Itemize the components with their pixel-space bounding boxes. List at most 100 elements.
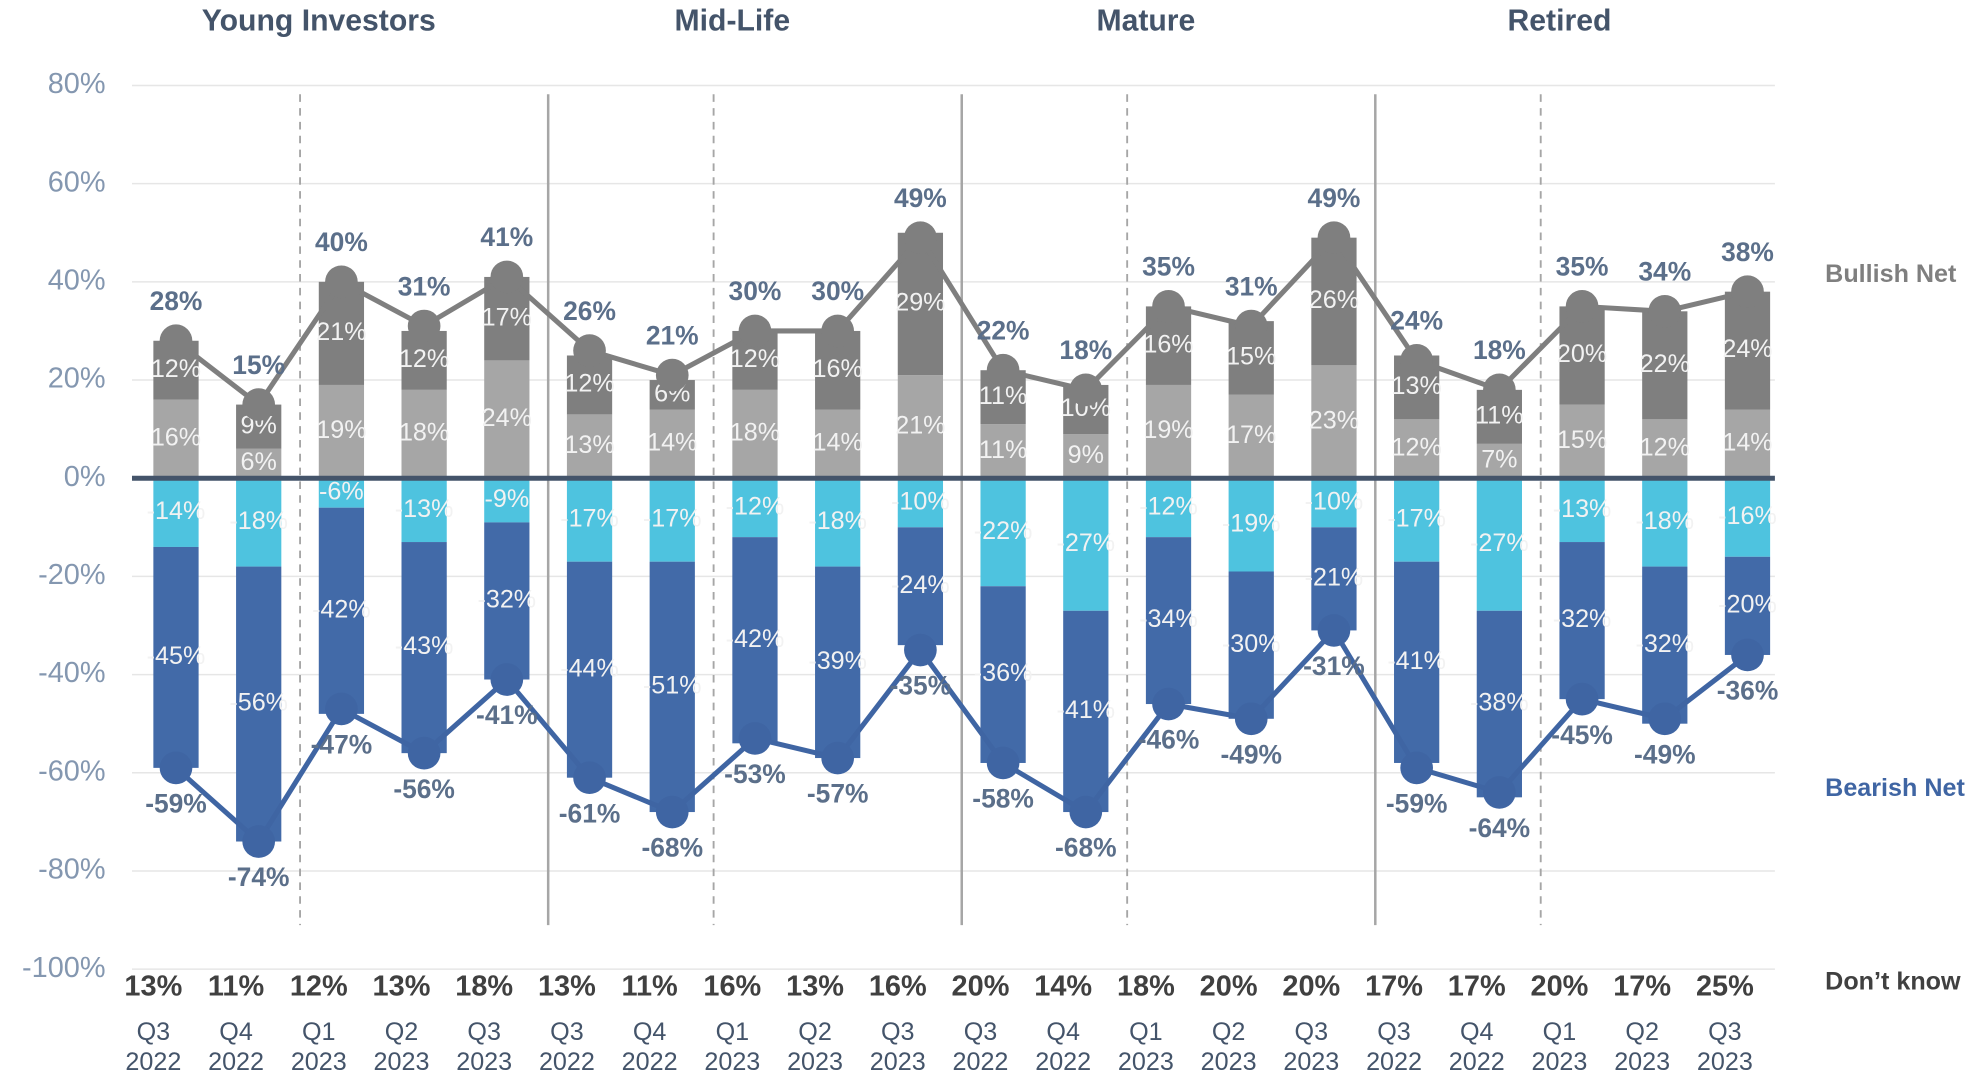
net-label: -47%	[311, 730, 373, 760]
segment-label: 12%	[399, 345, 449, 373]
segment-label: 18%	[399, 419, 449, 447]
net-label: -61%	[559, 798, 621, 828]
segment-label: -22%	[974, 517, 1033, 545]
series-name: Bearish Net	[1825, 774, 1965, 802]
bar-segment	[1063, 610, 1109, 813]
segment-label: -13%	[395, 495, 454, 523]
dont-know-value: 13%	[124, 971, 182, 1003]
x-tick-label: 2022	[1366, 1048, 1422, 1076]
segment-label: 18%	[730, 419, 780, 447]
y-tick-label: -40%	[38, 657, 105, 689]
bar-segment	[1724, 478, 1771, 557]
net-label: -58%	[972, 784, 1034, 814]
x-tick-label: 2022	[539, 1048, 595, 1076]
x-tick-label: 2023	[1697, 1048, 1753, 1076]
x-tick-label: Q2	[1625, 1018, 1659, 1046]
bar-segment	[236, 566, 282, 842]
y-tick-label: 40%	[48, 264, 106, 296]
net-point	[407, 736, 441, 770]
x-tick-label: Q3	[964, 1018, 998, 1046]
dont-know-value: 11%	[621, 971, 677, 1003]
x-tick-label: 2022	[622, 1048, 678, 1076]
segment-label: 14%	[647, 428, 697, 456]
segment-label: -12%	[726, 492, 785, 520]
bar-segment	[732, 478, 778, 538]
x-tick-label: Q1	[716, 1018, 750, 1046]
segment-label: -43%	[395, 632, 454, 660]
net-point	[159, 751, 193, 785]
dont-know-value: 13%	[786, 971, 844, 1003]
net-label: -41%	[476, 700, 538, 730]
bar-segment	[1145, 478, 1192, 538]
y-tick-label: -80%	[38, 854, 105, 886]
net-point	[1731, 638, 1764, 672]
net-label: 49%	[894, 183, 947, 213]
net-label: 35%	[1556, 252, 1609, 282]
x-tick-label: 2023	[787, 1048, 843, 1076]
segment-label: 16%	[1143, 330, 1193, 358]
segment-label: -34%	[1139, 605, 1198, 633]
group-title: Young Investors	[202, 5, 436, 38]
x-tick-label: Q2	[1212, 1018, 1246, 1046]
net-point	[1317, 614, 1351, 647]
segment-label: -18%	[229, 507, 288, 535]
bar-segment	[484, 522, 530, 680]
dont-know-value: 20%	[1200, 971, 1258, 1003]
bar-segment	[236, 448, 282, 479]
dont-know-value: 13%	[538, 971, 596, 1003]
net-label: 41%	[480, 222, 533, 252]
x-tick-label: Q3	[1377, 1018, 1411, 1046]
segment-label: -19%	[1222, 510, 1281, 538]
net-point	[1400, 344, 1433, 377]
bar-segment	[1724, 556, 1771, 655]
x-tick-label: Q4	[1046, 1018, 1080, 1046]
segment-label: -14%	[147, 497, 206, 525]
net-label: -68%	[1055, 833, 1117, 863]
net-point	[573, 334, 606, 367]
net-label: -74%	[228, 862, 290, 892]
bar-segment	[1642, 478, 1688, 567]
segment-label: -38%	[1470, 689, 1529, 717]
segment-label: 11%	[979, 436, 1027, 464]
x-tick-label: Q4	[1460, 1018, 1494, 1046]
x-tick-label: 2022	[125, 1048, 181, 1076]
group-title: Mature	[1096, 5, 1195, 38]
segment-label: -42%	[726, 625, 785, 653]
bar-segment	[1476, 478, 1522, 611]
net-point	[821, 314, 855, 348]
bar-segment	[153, 399, 199, 479]
bar-segment	[318, 507, 365, 714]
net-point	[655, 358, 689, 392]
dont-know-value: 17%	[1365, 971, 1423, 1003]
net-label: 49%	[1308, 183, 1361, 213]
segment-label: 21%	[316, 318, 366, 346]
bar-segment	[649, 409, 695, 479]
bar-segment	[1228, 571, 1274, 719]
row-name: Don’t know	[1825, 968, 1961, 996]
segment-label: -13%	[1553, 495, 1612, 523]
segment-label: 19%	[1143, 416, 1193, 444]
dont-know-value: 12%	[290, 971, 348, 1003]
net-point	[904, 221, 937, 255]
net-point	[573, 761, 606, 795]
segment-label: 12%	[730, 345, 780, 373]
net-point	[1400, 751, 1433, 785]
bar-segment	[815, 478, 861, 567]
bar-segment	[1724, 291, 1771, 410]
bar-segment	[1145, 384, 1192, 479]
x-tick-label: 2023	[870, 1048, 926, 1076]
bar-segment	[1642, 419, 1688, 479]
net-label: 30%	[729, 276, 782, 306]
bar-segment	[318, 384, 365, 479]
segment-label: 12%	[151, 355, 201, 383]
bar-segment	[1724, 409, 1771, 479]
segment-label: -41%	[1056, 696, 1115, 724]
x-tick-label: Q1	[1543, 1018, 1577, 1046]
segment-label: -20%	[1718, 591, 1777, 619]
x-tick-label: Q1	[1129, 1018, 1163, 1046]
segment-label: -17%	[560, 505, 619, 533]
segment-label: 29%	[895, 289, 945, 317]
segment-label: -10%	[891, 487, 950, 515]
dont-know-value: 25%	[1696, 971, 1754, 1003]
net-label: 15%	[232, 350, 285, 380]
